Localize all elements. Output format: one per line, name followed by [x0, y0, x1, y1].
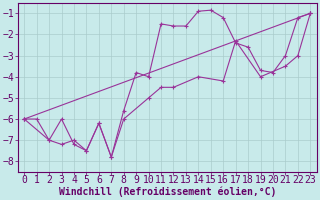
X-axis label: Windchill (Refroidissement éolien,°C): Windchill (Refroidissement éolien,°C): [59, 187, 276, 197]
